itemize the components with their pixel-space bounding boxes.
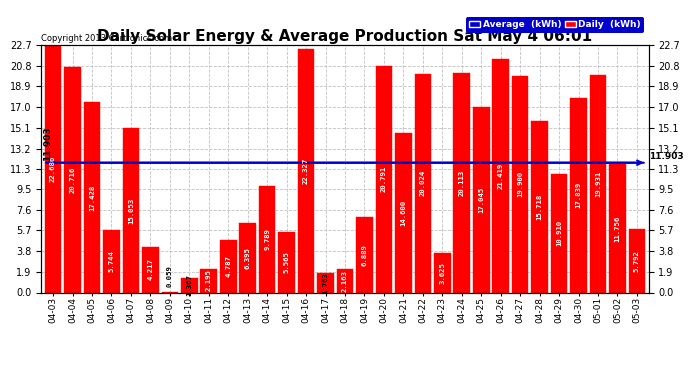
Text: 10.910: 10.910 xyxy=(556,220,562,246)
Bar xyxy=(64,67,81,292)
Text: 20.024: 20.024 xyxy=(420,170,426,196)
Bar xyxy=(239,223,256,292)
Text: Copyright 2013 Cartronics.com: Copyright 2013 Cartronics.com xyxy=(41,33,172,42)
Text: 5.744: 5.744 xyxy=(108,250,115,272)
Bar xyxy=(590,75,607,292)
Bar xyxy=(104,230,120,292)
Bar xyxy=(473,106,489,292)
Bar xyxy=(45,45,61,292)
Bar xyxy=(434,253,451,292)
Text: 1.367: 1.367 xyxy=(186,274,193,296)
Text: 17.839: 17.839 xyxy=(575,182,582,209)
Bar xyxy=(453,73,470,292)
Text: 20.716: 20.716 xyxy=(70,166,75,193)
Bar xyxy=(375,66,392,292)
Text: 2.163: 2.163 xyxy=(342,270,348,292)
Text: 22.327: 22.327 xyxy=(303,158,309,184)
Bar xyxy=(298,49,315,292)
Text: 15.718: 15.718 xyxy=(537,194,542,220)
Bar xyxy=(123,128,139,292)
Bar xyxy=(551,174,567,292)
Bar xyxy=(259,186,275,292)
Text: 5.792: 5.792 xyxy=(634,250,640,272)
Text: 11.756: 11.756 xyxy=(615,215,620,242)
Text: 15.053: 15.053 xyxy=(128,197,134,223)
Text: 5.565: 5.565 xyxy=(284,251,290,273)
Text: 17.428: 17.428 xyxy=(89,184,95,211)
Text: 11.903: 11.903 xyxy=(649,152,683,161)
Text: 21.419: 21.419 xyxy=(497,163,504,189)
Bar xyxy=(201,268,217,292)
Bar xyxy=(512,75,529,292)
Text: 19.931: 19.931 xyxy=(595,171,601,197)
Title: Daily Solar Energy & Average Production Sat May 4 06:01: Daily Solar Energy & Average Production … xyxy=(97,29,593,44)
Text: 11.903: 11.903 xyxy=(43,126,52,161)
Bar xyxy=(181,278,197,292)
Bar xyxy=(278,232,295,292)
Text: 4.217: 4.217 xyxy=(148,259,153,280)
Bar xyxy=(493,59,509,292)
Text: 4.787: 4.787 xyxy=(225,255,231,278)
Bar xyxy=(142,246,159,292)
Text: 22.686: 22.686 xyxy=(50,156,56,182)
Text: 20.791: 20.791 xyxy=(381,166,387,192)
Text: 2.195: 2.195 xyxy=(206,270,212,291)
Text: 17.045: 17.045 xyxy=(478,186,484,213)
Text: 1.763: 1.763 xyxy=(322,272,328,294)
Bar xyxy=(220,240,237,292)
Bar xyxy=(629,230,645,292)
Text: 19.900: 19.900 xyxy=(517,171,523,197)
Text: 14.600: 14.600 xyxy=(400,200,406,226)
Bar xyxy=(415,74,431,292)
Bar xyxy=(395,134,412,292)
Bar xyxy=(531,121,548,292)
Bar xyxy=(83,102,100,292)
Bar xyxy=(317,273,334,292)
Text: 0.059: 0.059 xyxy=(167,266,173,288)
Text: 6.395: 6.395 xyxy=(245,247,250,268)
Text: 20.113: 20.113 xyxy=(459,170,465,196)
Bar xyxy=(570,98,586,292)
Legend: Average  (kWh), Daily  (kWh): Average (kWh), Daily (kWh) xyxy=(466,17,644,33)
Bar xyxy=(337,269,353,292)
Text: 3.625: 3.625 xyxy=(440,262,445,284)
Bar xyxy=(356,217,373,292)
Bar xyxy=(609,164,626,292)
Text: 9.789: 9.789 xyxy=(264,228,270,250)
Text: 6.889: 6.889 xyxy=(362,244,368,266)
